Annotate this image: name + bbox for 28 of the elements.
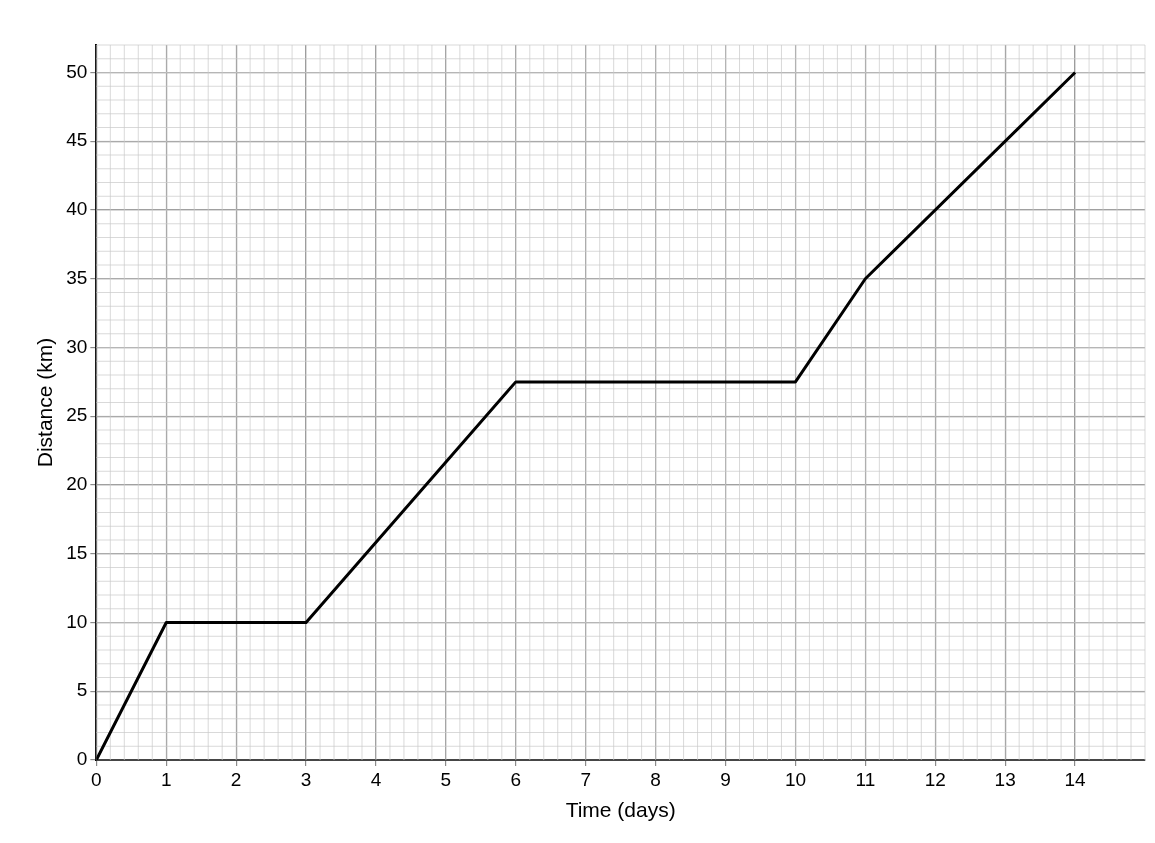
x-tick-label: 14 — [1064, 768, 1087, 790]
y-tick-label: 15 — [66, 541, 88, 563]
y-tick-label: 5 — [76, 679, 88, 701]
y-tick-label: 0 — [76, 748, 88, 770]
x-tick-label: 12 — [924, 768, 946, 790]
y-tick-label: 20 — [66, 473, 88, 495]
y-tick-label: 35 — [66, 266, 88, 288]
y-tick-label: 50 — [66, 60, 88, 82]
y-tick-label: 40 — [66, 198, 88, 220]
y-tick-label: 25 — [66, 404, 88, 426]
x-tick-label: 11 — [855, 768, 876, 790]
x-tick-label: 3 — [300, 768, 312, 790]
x-tick-label: 2 — [230, 768, 242, 790]
x-tick-label: 1 — [160, 768, 172, 790]
y-tick-label: 30 — [66, 335, 88, 357]
y-tick-label: 10 — [66, 610, 88, 632]
x-tick-label: 6 — [510, 768, 522, 790]
x-tick-label: 9 — [720, 768, 731, 790]
y-axis-title: Distance (km) — [33, 337, 57, 468]
x-tick-label: 5 — [440, 768, 452, 790]
y-tick-label: 45 — [66, 129, 88, 151]
x-axis-title: Time (days) — [565, 798, 676, 822]
x-tick-label: 7 — [580, 768, 591, 790]
x-tick-label: 13 — [994, 768, 1016, 790]
x-tick-label: 0 — [91, 768, 102, 790]
x-tick-label: 4 — [370, 768, 382, 790]
x-tick-label: 10 — [784, 768, 807, 790]
x-tick-label: 8 — [650, 768, 661, 790]
